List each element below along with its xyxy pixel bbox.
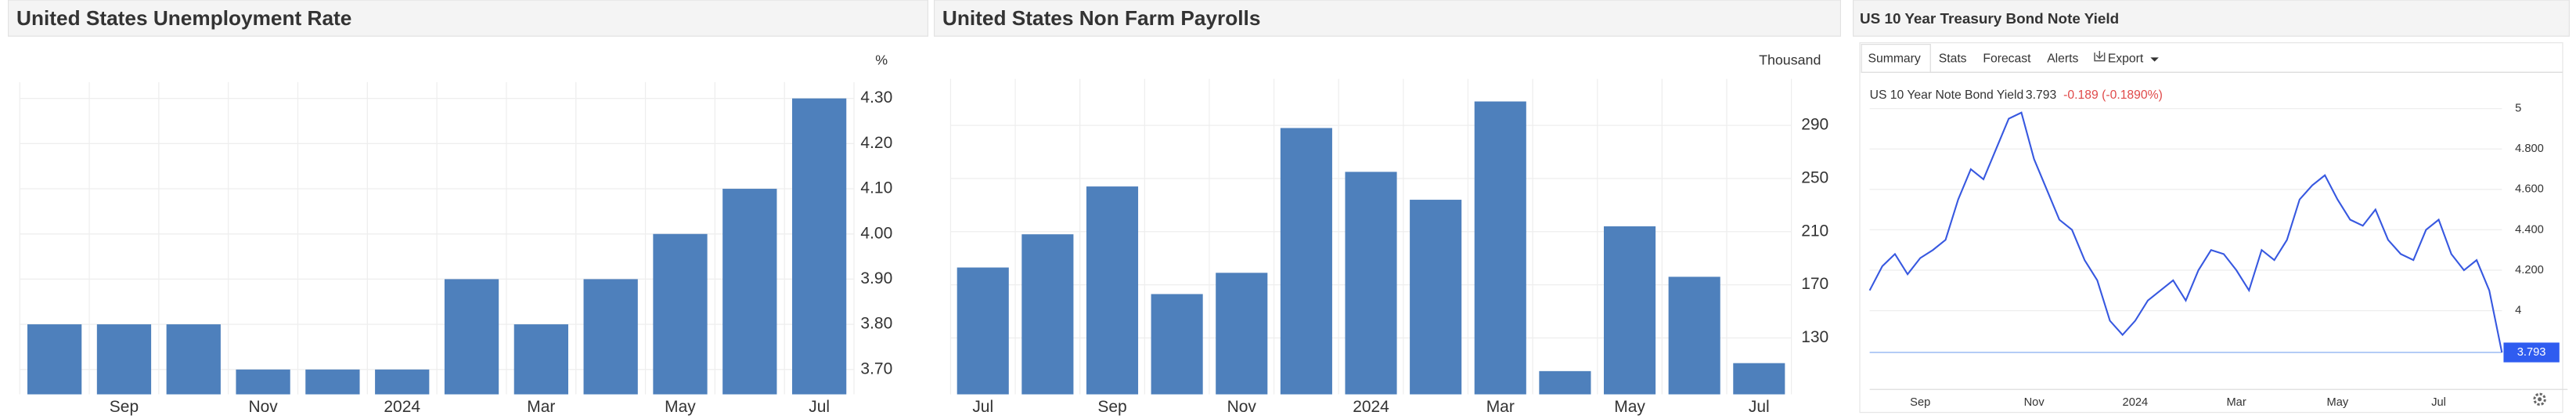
chart-panel: United States Non Farm Payrolls Thousand… [934,0,1841,416]
bar [1733,363,1785,395]
y-tick-label: 290 [1801,116,1828,134]
line [1868,111,2503,353]
x-tick-label: Nov [2024,396,2045,409]
bar [27,324,82,395]
bar [1280,128,1332,395]
bar [513,324,569,395]
bar [1474,101,1526,395]
tab[interactable]: Export [2108,52,2144,66]
bar [1216,273,1268,395]
x-tick-label: 2024 [384,398,420,416]
bar [1151,294,1203,395]
last-value: 3.793 [2026,88,2057,102]
x-tick-label: Nov [248,398,278,416]
x-tick-label: Mar [2226,396,2246,409]
y-tick-label: 4.00 [860,224,892,242]
chart-title: United States Non Farm Payrolls [942,6,1261,30]
x-tick-label: Mar [527,398,555,416]
x-tick-label: Jul [809,398,830,416]
x-tick-label: 2024 [1353,398,1389,416]
x-tick-label: May [2326,396,2348,409]
bar [236,369,290,395]
y-tick-label: 3.80 [860,315,892,333]
chart-panel: US 10 Year Treasury Bond Note Yield Summ… [1853,0,2570,414]
y-tick-label: 130 [1801,328,1828,346]
y-tick-label: 4.800 [2515,143,2544,155]
bar [96,324,152,395]
bar [583,279,638,395]
bar [957,267,1009,395]
bar [305,369,360,395]
chart-title: United States Unemployment Rate [16,6,351,30]
x-tick-label: 2024 [2123,396,2149,409]
bar [1539,370,1591,395]
bar [1668,276,1720,395]
bar [722,189,777,395]
tab[interactable]: Alerts [2047,52,2078,66]
settings-icon[interactable] [2533,392,2546,406]
bar [1021,234,1074,395]
bar [375,369,430,395]
series-name: US 10 Year Note Bond Yield [1870,88,2024,102]
title-bar [934,0,1841,37]
y-tick-label: 170 [1801,275,1828,293]
caret [2150,57,2159,62]
tab[interactable]: Summary [1868,52,1921,66]
title-bar [1853,0,2570,37]
last-value-label: 3.793 [2517,346,2546,359]
bar [1410,200,1462,395]
x-tick-label: May [665,398,696,416]
bar [791,98,847,395]
x-tick-label: Sep [1097,398,1126,416]
bar [1345,172,1397,395]
x-tick-label: Jul [2431,396,2446,409]
bar [1603,226,1656,395]
y-tick-label: 4.30 [860,88,892,107]
widget-frame [1859,42,2563,414]
bar [1086,186,1139,395]
export-icon [2094,51,2106,62]
y-tick-label: 3.90 [860,269,892,287]
y-tick-label: 4.20 [860,134,892,152]
x-tick-label: Mar [1486,398,1515,416]
last-value-box [2503,342,2560,363]
tab[interactable]: Stats [1939,52,1967,66]
unit-label: % [875,52,888,67]
y-tick-label: 4.200 [2515,264,2544,276]
y-tick-label: 3.70 [860,359,892,377]
x-tick-label: Sep [110,398,139,416]
y-tick-label: 4 [2515,304,2521,316]
x-tick-label: May [1614,398,1645,416]
y-tick-label: 210 [1801,222,1828,240]
tab[interactable]: Forecast [1983,52,2031,66]
x-tick-label: Nov [1227,398,1257,416]
x-tick-label: Jul [972,398,993,416]
title-bar [8,0,928,37]
x-tick-label: Sep [1910,396,1930,409]
y-tick-label: 4.600 [2515,183,2544,196]
change: -0.189 (-0.1890%) [2063,88,2163,102]
y-tick-label: 4.10 [860,179,892,197]
y-tick-label: 4.400 [2515,223,2544,236]
x-tick-label: Jul [1749,398,1770,416]
bar [653,233,708,395]
gear[interactable] [2533,392,2546,406]
chart-title: US 10 Year Treasury Bond Note Yield [1860,11,2119,27]
y-tick-label: 5 [2515,102,2521,114]
unit-label: Thousand [1759,52,1821,67]
chart-panel: United States Unemployment Rate % 3.70 3.… [8,0,928,416]
y-tick-label: 250 [1801,168,1828,186]
bar [444,279,499,395]
bar [166,324,221,395]
active-tab-bg [1861,44,1931,73]
gear-hub[interactable] [2538,397,2542,402]
